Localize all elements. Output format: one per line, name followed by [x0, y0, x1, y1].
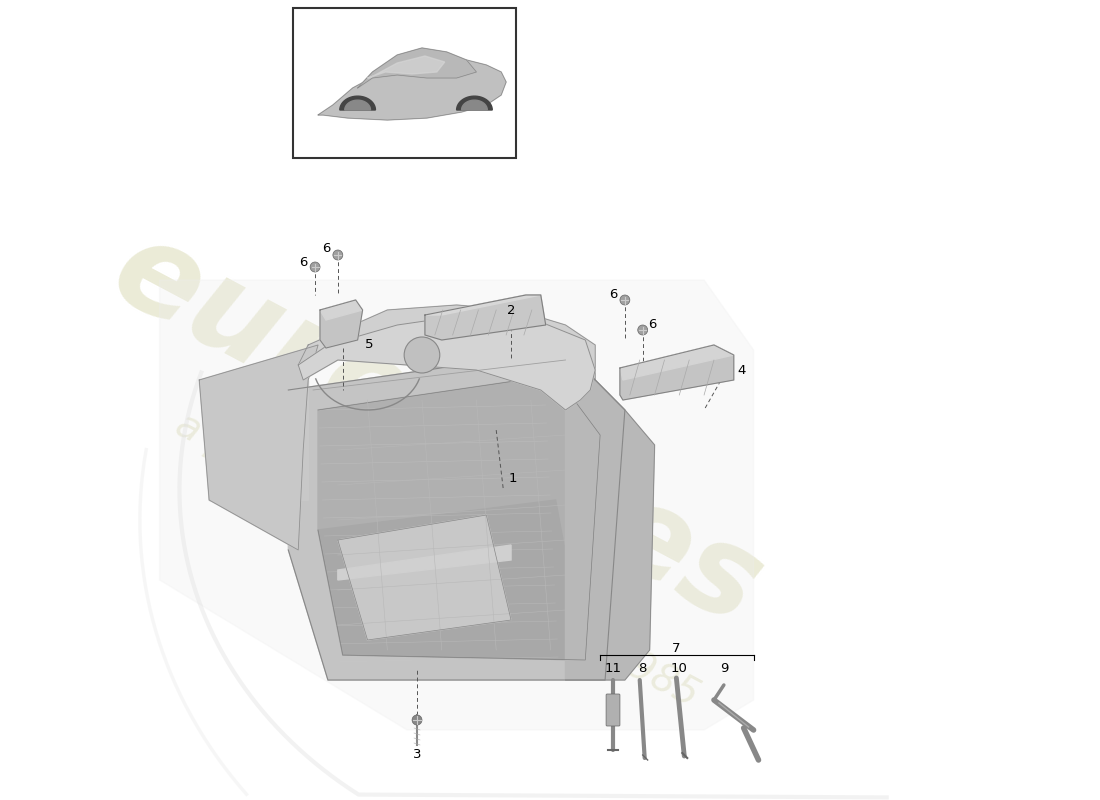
Text: 3: 3: [412, 749, 421, 762]
Text: 10: 10: [671, 662, 688, 674]
Circle shape: [333, 250, 343, 260]
Polygon shape: [209, 380, 308, 500]
Polygon shape: [565, 350, 654, 680]
Text: 6: 6: [608, 287, 617, 301]
Polygon shape: [288, 350, 625, 680]
Text: europares: europares: [92, 209, 781, 651]
Bar: [294, 8, 516, 158]
Polygon shape: [620, 345, 734, 380]
Polygon shape: [358, 48, 476, 88]
Polygon shape: [318, 58, 506, 120]
Polygon shape: [318, 500, 585, 660]
Text: a passion for parts since 1985: a passion for parts since 1985: [168, 406, 705, 714]
Polygon shape: [320, 300, 363, 348]
Polygon shape: [298, 315, 595, 410]
Polygon shape: [367, 56, 444, 78]
Polygon shape: [320, 300, 363, 320]
Polygon shape: [462, 100, 487, 110]
Polygon shape: [338, 545, 512, 580]
Text: 11: 11: [605, 662, 621, 674]
Text: 5: 5: [365, 338, 374, 351]
Text: 7: 7: [672, 642, 681, 654]
Polygon shape: [456, 96, 492, 110]
Text: 6: 6: [299, 255, 307, 269]
Text: 9: 9: [719, 662, 728, 674]
FancyBboxPatch shape: [606, 694, 620, 726]
Circle shape: [620, 295, 630, 305]
Polygon shape: [338, 515, 512, 640]
Text: 1: 1: [509, 471, 517, 485]
Polygon shape: [425, 295, 546, 340]
Polygon shape: [298, 305, 595, 380]
Circle shape: [412, 715, 422, 725]
Polygon shape: [318, 375, 601, 660]
Polygon shape: [340, 96, 375, 110]
Text: 2: 2: [507, 303, 515, 317]
Text: 6: 6: [648, 318, 657, 330]
Circle shape: [638, 325, 648, 335]
Circle shape: [404, 337, 440, 373]
Circle shape: [310, 262, 320, 272]
Polygon shape: [160, 280, 754, 730]
Text: 6: 6: [322, 242, 330, 254]
Text: 4: 4: [737, 363, 746, 377]
Polygon shape: [620, 345, 734, 400]
Polygon shape: [199, 345, 318, 550]
Polygon shape: [344, 100, 371, 110]
Text: 8: 8: [638, 662, 647, 674]
Polygon shape: [425, 295, 541, 315]
